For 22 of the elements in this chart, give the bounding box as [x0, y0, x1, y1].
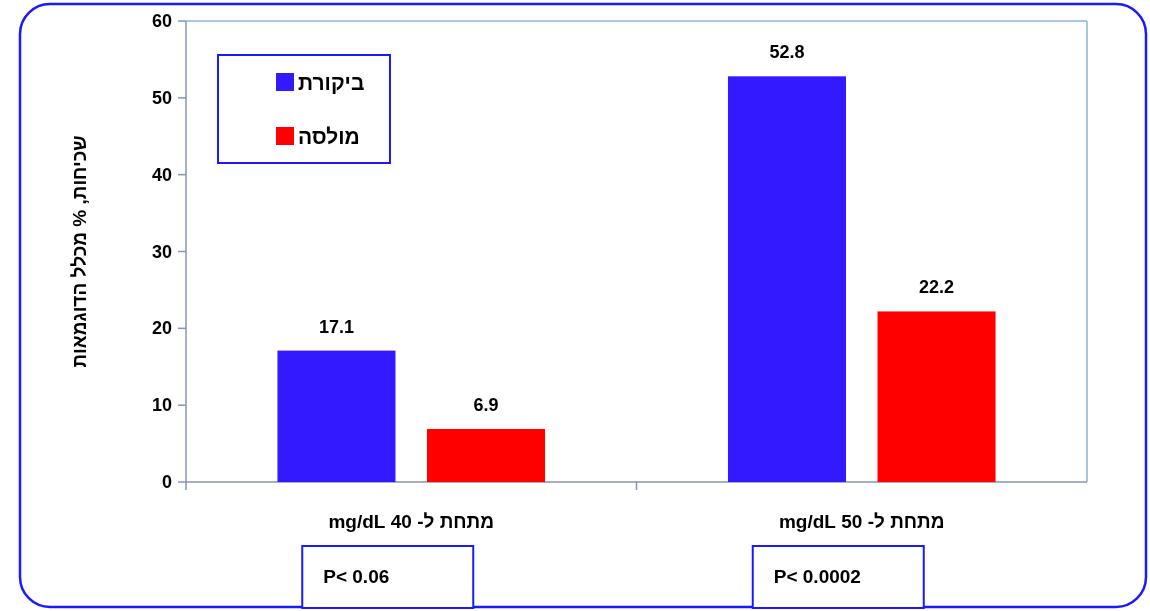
annotation-box: P< 0.0002: [751, 545, 925, 609]
y-tick-label: 30: [151, 241, 172, 262]
y-tick-label: 50: [151, 87, 172, 108]
data-label: 17.1: [318, 316, 354, 337]
data-label: 52.8: [769, 42, 805, 63]
y-axis-title: שכיחות, % מכלל הדוגמאות: [69, 135, 90, 368]
annotation-box: P< 0.06: [301, 545, 475, 609]
bar: [727, 76, 846, 482]
y-tick-label: 60: [151, 11, 172, 31]
legend-label: מולסה: [298, 125, 360, 148]
x-tick-label: מתחת ל- 50 mg/dL: [778, 511, 945, 532]
legend-label: ביקורת: [298, 71, 365, 94]
bar: [277, 350, 396, 482]
y-tick-label: 40: [151, 164, 172, 185]
x-tick-label: מתחת ל- 40 mg/dL: [328, 511, 495, 532]
bar: [877, 311, 996, 482]
bar: [427, 428, 546, 482]
y-tick-label: 10: [151, 395, 172, 416]
data-label: 6.9: [473, 394, 499, 415]
data-label: 22.2: [919, 277, 955, 298]
y-tick-label: 0: [161, 472, 172, 492]
y-tick-label: 20: [151, 318, 172, 339]
